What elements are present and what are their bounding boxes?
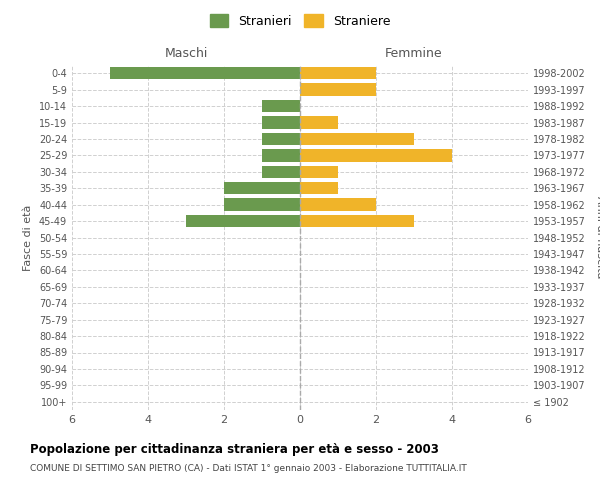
Bar: [262, 133, 300, 145]
Bar: [262, 166, 300, 178]
Bar: [300, 166, 338, 178]
Bar: [300, 116, 338, 128]
Y-axis label: Anni di nascita: Anni di nascita: [595, 196, 600, 279]
Bar: [224, 182, 300, 194]
Bar: [300, 215, 414, 227]
Bar: [262, 116, 300, 128]
Bar: [300, 67, 376, 80]
Bar: [300, 84, 376, 96]
Text: COMUNE DI SETTIMO SAN PIETRO (CA) - Dati ISTAT 1° gennaio 2003 - Elaborazione TU: COMUNE DI SETTIMO SAN PIETRO (CA) - Dati…: [30, 464, 467, 473]
Text: Maschi: Maschi: [164, 47, 208, 60]
Bar: [300, 149, 452, 162]
Text: Popolazione per cittadinanza straniera per età e sesso - 2003: Popolazione per cittadinanza straniera p…: [30, 442, 439, 456]
Legend: Stranieri, Straniere: Stranieri, Straniere: [205, 9, 395, 33]
Bar: [224, 198, 300, 211]
Bar: [186, 215, 300, 227]
Bar: [262, 100, 300, 112]
Y-axis label: Fasce di età: Fasce di età: [23, 204, 33, 270]
Bar: [300, 133, 414, 145]
Bar: [110, 67, 300, 80]
Bar: [300, 182, 338, 194]
Bar: [262, 149, 300, 162]
Bar: [300, 198, 376, 211]
Text: Femmine: Femmine: [385, 47, 443, 60]
